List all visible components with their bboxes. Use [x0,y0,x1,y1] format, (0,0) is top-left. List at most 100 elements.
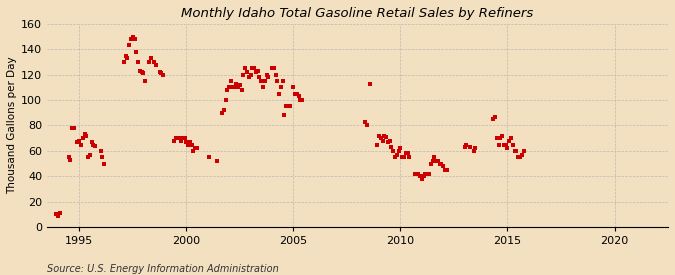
Point [398,155,409,160]
Point [124,43,134,48]
Point [83,155,94,160]
Point [68,126,79,130]
Point [168,139,179,143]
Point [500,142,511,147]
Point [227,85,238,90]
Point [281,104,292,109]
Point [86,140,97,144]
Point [493,142,504,147]
Point [513,155,524,160]
Point [97,155,108,160]
Point [173,136,184,140]
Point [386,145,397,149]
Point [416,177,427,181]
Point [184,140,195,144]
Point [65,158,76,162]
Point [516,152,527,157]
Point [140,79,151,83]
Point [439,168,450,172]
Point [292,92,302,96]
Point [120,53,131,58]
Point [225,79,236,83]
Point [270,73,281,77]
Point [413,172,424,176]
Point [126,37,136,41]
Point [220,98,231,102]
Point [394,149,404,153]
Point [231,81,242,86]
Point [217,111,227,115]
Point [72,140,83,144]
Point [67,126,78,130]
Point [297,98,308,102]
Point [183,142,194,147]
Y-axis label: Thousand Gallons per Day: Thousand Gallons per Day [7,57,17,194]
Point [154,70,165,74]
Point [240,66,250,70]
Point [243,75,254,79]
Point [470,146,481,150]
Point [402,151,413,156]
Point [431,159,441,163]
Point [414,174,425,178]
Point [468,149,479,153]
Point [425,161,436,166]
Point [258,85,269,90]
Text: Source: U.S. Energy Information Administration: Source: U.S. Energy Information Administ… [47,264,279,274]
Point [179,136,190,140]
Point [288,85,299,90]
Point [395,146,406,150]
Point [275,85,286,90]
Point [375,136,386,140]
Point [514,155,525,160]
Point [461,142,472,147]
Point [283,104,294,109]
Point [411,172,422,176]
Point [74,139,84,143]
Point [284,104,295,109]
Point [361,123,372,128]
Point [158,73,169,77]
Point [277,79,288,83]
Point [420,172,431,176]
Point [498,142,509,147]
Point [151,62,161,67]
Point [436,161,447,166]
Point [81,133,92,138]
Point [78,136,88,140]
Point [236,88,247,92]
Point [84,152,95,157]
Point [279,113,290,117]
Point [379,133,389,138]
Point [495,136,506,140]
Point [290,92,300,96]
Point [128,34,138,39]
Point [506,136,516,140]
Point [118,60,129,64]
Point [400,151,411,156]
Point [131,50,142,54]
Point [267,66,277,70]
Point [172,136,183,140]
Point [192,146,202,150]
Point [238,73,249,77]
Point [136,70,147,74]
Point [383,140,394,144]
Point [418,174,429,178]
Point [359,119,370,124]
Point [252,69,263,73]
Point [508,142,518,147]
Point [392,152,402,157]
Point [384,139,395,143]
Point [53,213,63,218]
Point [178,136,188,140]
Point [438,164,449,168]
Point [377,139,388,143]
Point [181,140,192,144]
Point [143,60,154,64]
Point [90,144,101,148]
Point [272,79,283,83]
Point [63,155,74,160]
Point [511,149,522,153]
Point [211,159,222,163]
